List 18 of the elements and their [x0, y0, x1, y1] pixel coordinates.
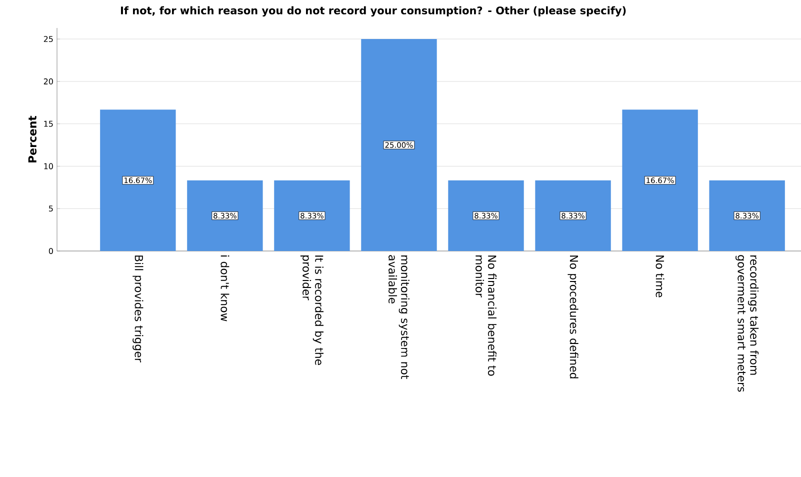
x-tick-label: It is recorded by the provider: [300, 256, 324, 365]
bar: [448, 180, 524, 251]
x-tick-label: i don't know: [220, 256, 230, 322]
bar: [709, 180, 785, 251]
bar: [100, 110, 176, 251]
bar: [361, 39, 437, 251]
chart-title: If not, for which reason you do not record your consumption? - Other (please specify): [120, 6, 626, 16]
x-tick-label: monitoring system not available: [388, 255, 410, 379]
bar: [535, 180, 611, 251]
bar: [622, 110, 698, 251]
bar: [187, 180, 263, 251]
x-tick-label: No financial benefit to monitor: [476, 256, 496, 376]
x-tick-label: Bill provides trigger: [132, 256, 144, 362]
x-tick-label: No time: [656, 256, 664, 298]
x-tick-label: recordings taken from goverment smart meters: [736, 255, 759, 392]
x-tick-label: No procedures defined: [568, 256, 578, 378]
bar: [274, 180, 350, 251]
y-axis-title: Percent: [28, 116, 36, 162]
